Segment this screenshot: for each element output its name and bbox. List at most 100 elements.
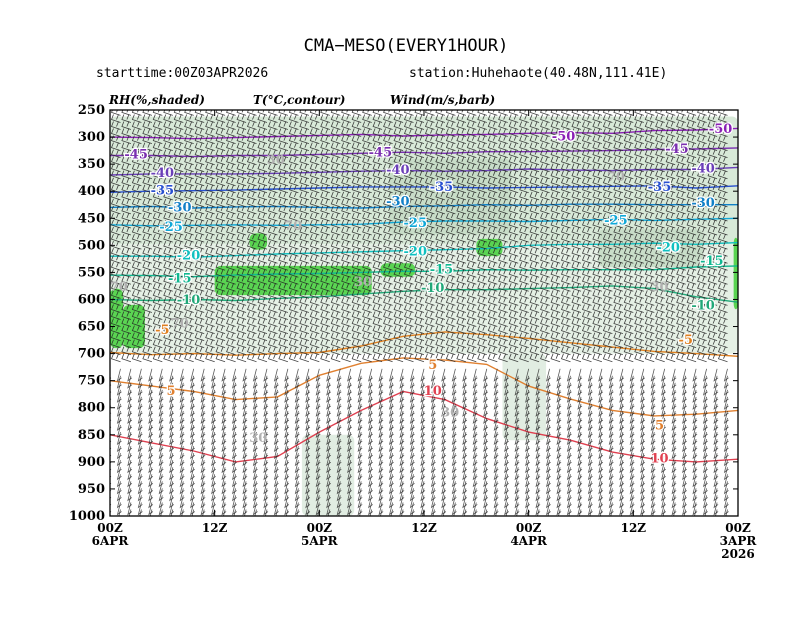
wind-barb: [671, 453, 677, 467]
wind-barb: [602, 255, 613, 264]
wind-barb: [676, 311, 686, 320]
wind-barb: [519, 142, 529, 151]
wind-barb: [173, 255, 184, 264]
wind-barb: [246, 177, 257, 187]
wind-barb: [456, 240, 467, 250]
wind-barb: [267, 248, 278, 257]
wind-barb: [347, 453, 352, 467]
wind-barb: [414, 304, 425, 313]
wind-barb: [309, 198, 320, 208]
wind-barb: [435, 170, 446, 180]
wind-barb: [613, 318, 624, 327]
wind-barb: [226, 353, 236, 363]
wind-barb: [368, 488, 373, 502]
wind-barb: [372, 233, 383, 243]
temperature-contour: [110, 127, 738, 140]
wind-barb: [717, 290, 728, 299]
wind-barb: [556, 453, 562, 467]
wind-barb: [661, 502, 666, 516]
wind-barb: [676, 149, 686, 158]
wind-barb: [383, 325, 393, 334]
wind-barb: [414, 262, 425, 271]
wind-barb: [409, 375, 415, 389]
wind-barb: [686, 163, 697, 173]
wind-barb: [215, 276, 226, 285]
wind-barb: [631, 509, 634, 516]
wind-barb: [152, 255, 163, 264]
temperature-contour-label: -30: [691, 196, 715, 211]
wind-barb: [362, 240, 372, 250]
wind-barb: [288, 177, 299, 187]
wind-barb: [152, 135, 163, 144]
wind-barb: [420, 396, 426, 410]
wind-barb: [466, 128, 477, 137]
wind-barb: [399, 432, 405, 446]
x-tick-label: 6APR: [92, 534, 130, 548]
wind-barb: [184, 226, 194, 236]
start-time: starttime:00Z03APR2026: [96, 66, 269, 81]
wind-barb: [399, 375, 405, 389]
wind-barb: [556, 389, 562, 403]
wind-barb: [676, 297, 686, 306]
wind-barb: [299, 114, 310, 123]
y-tick-label: 950: [78, 482, 105, 497]
wind-barb: [236, 346, 247, 356]
wind-barb: [623, 142, 634, 151]
wind-barb: [686, 248, 697, 257]
wind-barb: [535, 488, 541, 502]
wind-barb: [215, 226, 226, 236]
wind-barb: [623, 297, 634, 306]
wind-barb: [474, 509, 477, 516]
wind-barb: [211, 425, 216, 439]
wind-barb: [372, 198, 383, 208]
wind-barb: [383, 135, 393, 144]
wind-barb: [309, 128, 320, 137]
wind-barb: [399, 453, 405, 467]
wind-barb: [411, 509, 414, 516]
wind-barb: [587, 410, 593, 424]
wind-barb: [131, 170, 142, 180]
wind-barb: [273, 467, 279, 481]
wind-barb: [336, 502, 342, 516]
wind-barb: [483, 425, 489, 439]
wind-barb: [676, 248, 686, 257]
wind-barb: [665, 156, 676, 166]
wind-barb: [288, 297, 299, 306]
wind-barb: [315, 410, 321, 424]
wind-barb: [592, 149, 603, 158]
wind-barb: [665, 269, 676, 278]
wind-barb: [326, 481, 332, 495]
wind-barb: [498, 212, 508, 222]
wind-barb: [215, 110, 226, 116]
wind-barb: [550, 149, 561, 158]
wind-barb: [540, 325, 550, 334]
wind-barb: [372, 219, 383, 229]
x-tick-label: 00Z: [725, 521, 751, 535]
wind-barb: [414, 332, 425, 341]
wind-barb: [424, 283, 435, 292]
wind-barb: [121, 318, 132, 327]
wind-barb: [717, 311, 728, 320]
wind-barb: [613, 283, 624, 292]
wind-barb: [351, 297, 362, 306]
wind-barb: [592, 212, 603, 222]
wind-barb: [602, 325, 613, 334]
wind-barb: [717, 325, 728, 334]
wind-barb: [372, 304, 383, 313]
wind-barb: [623, 170, 634, 180]
wind-barb: [665, 149, 676, 158]
wind-barb: [184, 170, 194, 180]
wind-barb: [173, 346, 184, 356]
wind-barb: [435, 311, 446, 320]
wind-barb: [309, 283, 320, 292]
wind-barb: [613, 163, 624, 173]
wind-barb: [529, 114, 540, 123]
wind-barb: [676, 163, 686, 173]
wind-barb: [571, 346, 582, 356]
wind-barb: [466, 110, 477, 116]
wind-barb: [650, 396, 656, 410]
wind-barb: [278, 276, 289, 285]
wind-barb: [110, 191, 121, 201]
wind-barb: [556, 467, 562, 481]
wind-barb: [184, 304, 194, 313]
